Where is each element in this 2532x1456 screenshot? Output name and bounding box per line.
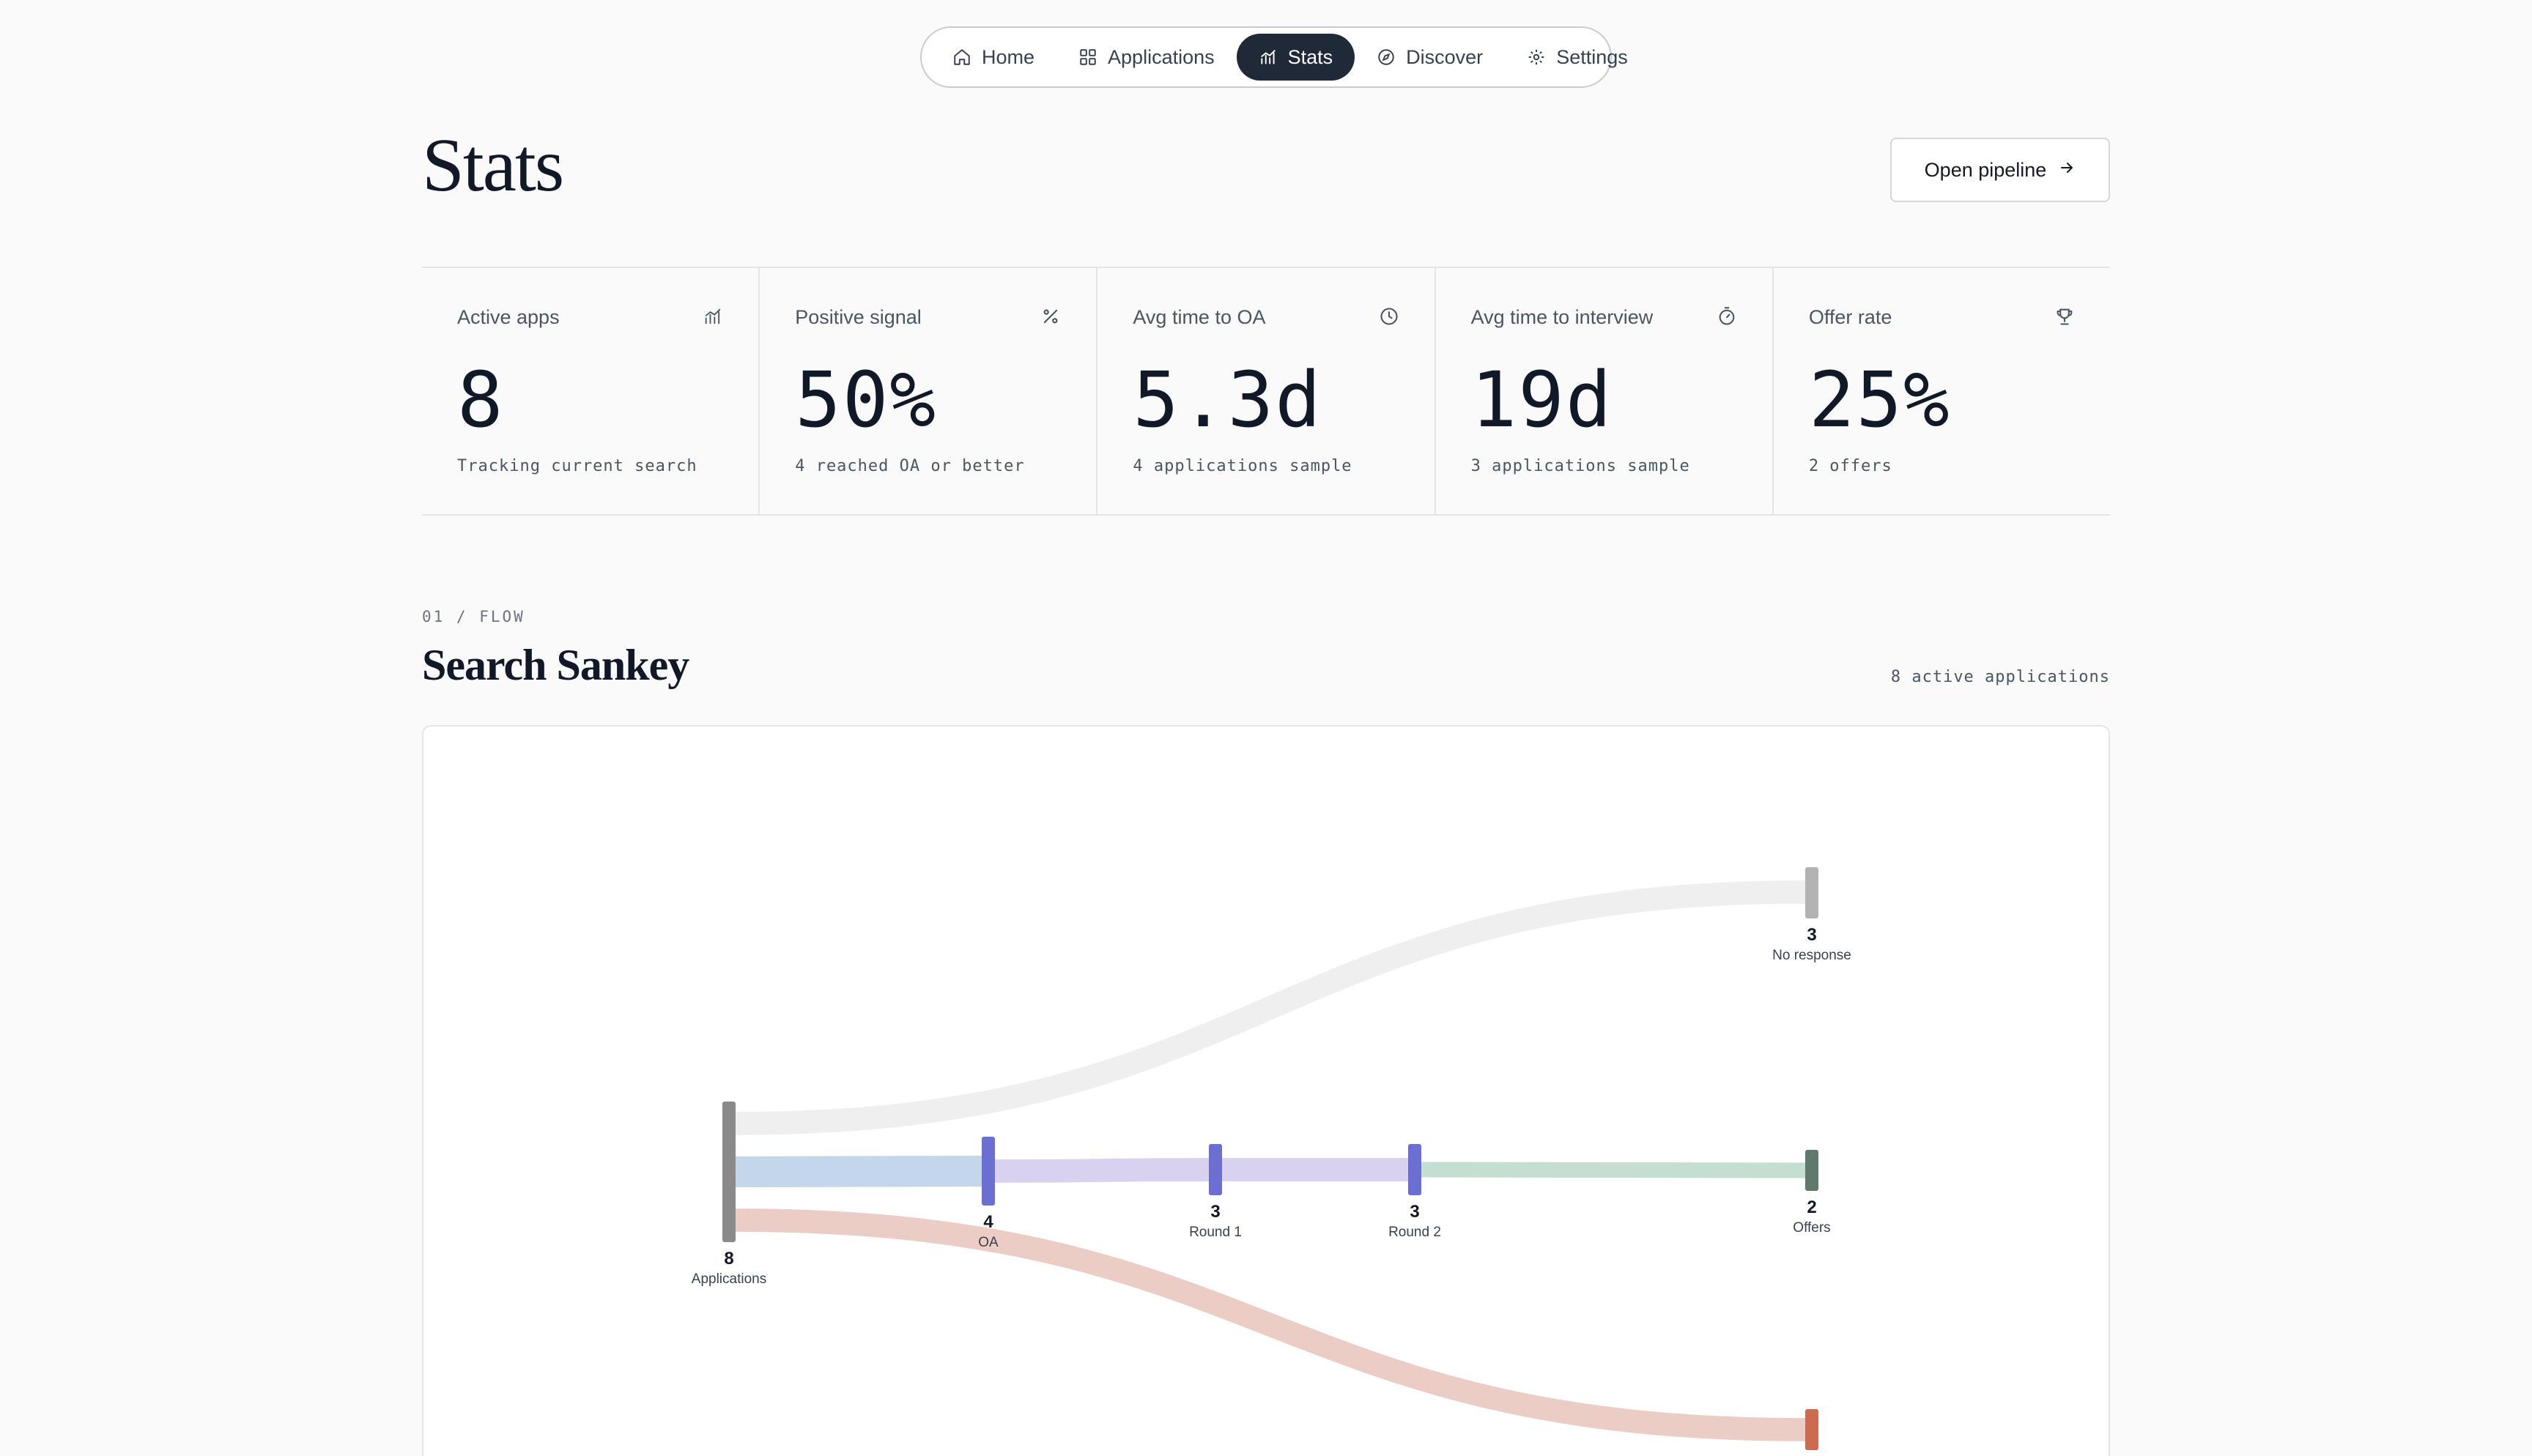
sankey-panel: 8 Applications 4 OA 3 Round 1 3 Round 2 3 No resp… [422, 725, 2110, 1456]
sankey-node-count: 2 [1807, 1197, 1816, 1217]
stat-sub: 2 offers [1808, 457, 1892, 475]
sankey-link-oa-to-round1 [994, 1158, 1210, 1183]
grid-icon [1078, 48, 1097, 67]
nav-item-label: Discover [1406, 45, 1484, 68]
sankey-node-no_response[interactable] [1805, 867, 1818, 918]
nav-item-label: Settings [1556, 45, 1628, 68]
sankey-node-round1[interactable] [1209, 1144, 1222, 1195]
sankey-link-applications-to-oa [735, 1155, 982, 1188]
chart-icon [1259, 48, 1278, 67]
stat-card-active-apps: Active apps 8 Tracking current search [422, 268, 760, 514]
home-icon [952, 48, 971, 67]
sankey-link-applications-to-rejected [735, 1208, 1806, 1441]
clock-icon [1379, 306, 1399, 327]
compass-icon [1377, 48, 1396, 67]
timer-icon [1717, 306, 1737, 327]
stat-value: 25% [1808, 355, 1951, 445]
sankey-node-offers[interactable] [1805, 1150, 1818, 1191]
stat-label: Positive signal [795, 306, 922, 328]
nav-item-applications[interactable]: Applications [1056, 34, 1237, 81]
stat-sub: 3 applications sample [1470, 457, 1690, 475]
page-title: Stats [422, 123, 564, 207]
stat-label: Active apps [457, 306, 560, 328]
nav-item-settings[interactable]: Settings [1505, 34, 1650, 81]
stat-value: 5.3d [1133, 355, 1322, 445]
nav-item-label: Stats [1287, 45, 1333, 68]
stat-sub: 4 applications sample [1133, 457, 1352, 475]
nav-item-stats[interactable]: Stats [1236, 34, 1355, 81]
nav-item-discover[interactable]: Discover [1355, 34, 1505, 81]
stat-card-avg-time-interview: Avg time to interview 19d 3 applications… [1436, 268, 1774, 514]
open-pipeline-label: Open pipeline [1924, 158, 2047, 181]
sankey-node-count: 3 [1410, 1202, 1419, 1222]
stat-label: Avg time to OA [1133, 306, 1266, 328]
stat-sub: 4 reached OA or better [795, 457, 1025, 475]
sankey-node-oa[interactable] [982, 1137, 995, 1206]
sankey-node-applications[interactable] [722, 1102, 736, 1242]
sankey-link-applications-to-no_response [735, 880, 1806, 1135]
stats-row: Active apps 8 Tracking current search Po… [422, 267, 2110, 516]
sankey-node-label: Offers [1793, 1220, 1830, 1236]
nav-item-label: Applications [1108, 45, 1215, 68]
nav-item-home[interactable]: Home [930, 34, 1056, 81]
stat-label: Avg time to interview [1470, 306, 1654, 328]
sankey-node-round2[interactable] [1408, 1144, 1421, 1195]
sankey-node-label: No response [1772, 948, 1851, 963]
sankey-node-count: 4 [983, 1212, 993, 1232]
stat-value: 50% [795, 355, 938, 445]
sankey-node-count: 8 [724, 1249, 733, 1269]
sankey-node-label: Round 1 [1189, 1225, 1242, 1240]
sankey-nodes: 8 Applications 4 OA 3 Round 1 3 Round 2 3 No resp… [692, 867, 1851, 1450]
section-title: Search Sankey [422, 641, 689, 689]
stat-label: Offer rate [1808, 306, 1892, 328]
section-kicker: 01 / FLOW [422, 608, 525, 625]
sankey-chart: 8 Applications 4 OA 3 Round 1 3 Round 2 3 No resp… [692, 867, 1851, 1450]
sankey-links [735, 880, 1806, 1441]
stat-card-offer-rate: Offer rate 25% 2 offers [1774, 268, 2110, 514]
stat-card-positive-signal: Positive signal 50% 4 reached OA or bett… [760, 268, 1098, 514]
stat-value: 8 [457, 355, 505, 445]
chart-icon [703, 306, 723, 327]
sankey-node-count: 3 [1210, 1202, 1220, 1222]
sankey-node-label: Round 2 [1388, 1225, 1441, 1240]
stat-sub: Tracking current search [457, 457, 697, 475]
nav-item-label: Home [982, 45, 1035, 68]
sankey-node-label: OA [978, 1235, 999, 1250]
percent-icon [1040, 306, 1061, 327]
gear-icon [1527, 48, 1546, 67]
arrow-right-icon [2046, 159, 2076, 182]
open-pipeline-button[interactable]: Open pipeline [1890, 138, 2110, 202]
stat-card-avg-time-oa: Avg time to OA 5.3d 4 applications sampl… [1097, 268, 1436, 514]
section-meta: 8 active applications [1890, 668, 2110, 686]
sankey-node-rejected[interactable] [1805, 1409, 1818, 1450]
trophy-icon [2054, 306, 2075, 327]
stat-value: 19d [1470, 355, 1613, 445]
sankey-node-label: Applications [692, 1271, 766, 1287]
sankey-node-count: 3 [1807, 925, 1816, 945]
top-nav: Home Applications Stats Discover Setting… [920, 26, 1628, 88]
